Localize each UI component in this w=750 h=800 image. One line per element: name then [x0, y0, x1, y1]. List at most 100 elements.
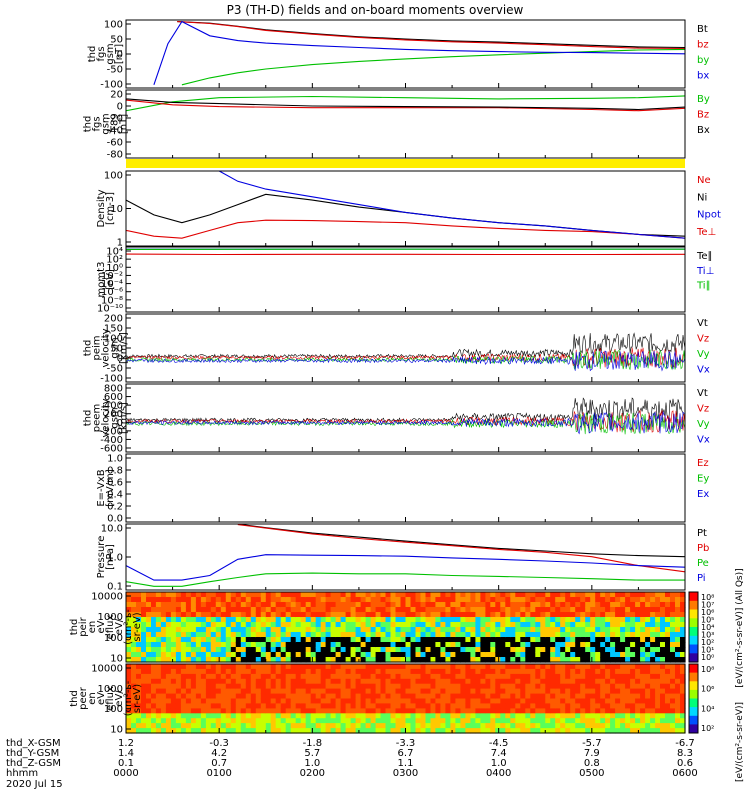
spectrogram-cell — [515, 627, 521, 633]
spectrogram-cell — [440, 678, 446, 685]
spectrogram-cell — [126, 597, 132, 603]
spectrogram-cell — [126, 612, 132, 618]
y-axis-label-line: [nT] — [119, 114, 130, 134]
spectrogram-cell — [485, 678, 491, 685]
spectrogram-cell — [555, 597, 561, 603]
spectrogram-cell — [535, 713, 541, 719]
spectrogram-cell — [360, 617, 367, 623]
spectrogram-cell — [260, 708, 267, 714]
spectrogram-cell — [390, 723, 397, 729]
spectrogram-cell — [665, 622, 671, 628]
spectrogram-cell — [365, 602, 372, 608]
spectrogram-cell — [265, 713, 272, 719]
spectrogram-cell — [465, 728, 471, 734]
spectrogram-cell — [540, 652, 546, 658]
spectrogram-cell — [215, 647, 222, 653]
spectrogram-cell — [380, 592, 387, 598]
legend-entry-Te∥: Te∥ — [696, 251, 713, 262]
spectrogram-cell — [255, 718, 262, 724]
spectrogram-cell — [525, 728, 531, 734]
spectrogram-cell — [500, 688, 506, 695]
spectrogram-cell — [620, 632, 626, 638]
spectrogram-cell — [400, 637, 407, 643]
spectrogram-cell — [460, 592, 466, 598]
spectrogram-cell — [260, 607, 267, 613]
spectrogram-cell — [660, 592, 666, 598]
spectrogram-cell — [280, 617, 287, 623]
spectrogram-cell — [380, 664, 387, 670]
spectrogram-cell — [450, 683, 456, 690]
spectrogram-cell — [310, 723, 317, 729]
spectrogram-cell — [310, 708, 317, 714]
spectrogram-cell — [600, 622, 606, 628]
spectrogram-cell — [225, 673, 232, 680]
spectrogram-cell — [430, 664, 437, 670]
spectrogram-cell — [560, 713, 566, 719]
y-tick-label: 0.4 — [107, 490, 123, 501]
spectrogram-cell — [635, 657, 641, 663]
spectrogram-cell — [170, 678, 177, 685]
spectrogram-cell — [355, 693, 362, 700]
spectrogram-cell — [515, 713, 521, 719]
spectrogram-cell — [470, 708, 476, 714]
y-tick-label: 10000 — [91, 664, 123, 675]
spectrogram-cell — [440, 652, 446, 658]
spectrogram-cell — [270, 673, 277, 680]
spectrogram-cell — [270, 713, 277, 719]
spectrogram-cell — [590, 642, 596, 648]
spectrogram-cell — [270, 592, 277, 598]
spectrogram-cell — [635, 637, 641, 643]
spectrogram-cell — [335, 678, 342, 685]
spectrogram-cell — [580, 698, 586, 704]
spectrogram-cell — [141, 683, 147, 690]
spectrogram-cell — [415, 637, 422, 643]
spectrogram-cell — [425, 632, 432, 638]
spectrogram-cell — [420, 617, 427, 623]
spectrogram-cell — [131, 668, 137, 675]
spectrogram-cell — [155, 592, 162, 598]
spectrogram-cell — [470, 723, 476, 729]
spectrogram-cell — [325, 592, 332, 598]
spectrogram-cell — [590, 637, 596, 643]
spectrogram-cell — [160, 637, 167, 643]
spectrogram-cell — [645, 617, 651, 623]
spectrogram-cell — [420, 652, 427, 658]
spectrogram-cell — [575, 617, 581, 623]
spectrogram-cell — [330, 713, 337, 719]
legend-entry-Bx: Bx — [697, 125, 710, 136]
y-tick-label: 100 — [104, 20, 123, 31]
legend-entry-Ni: Ni — [697, 192, 707, 203]
spectrogram-cell — [360, 627, 367, 633]
spectrogram-cell — [270, 602, 277, 608]
spectrogram-cell — [445, 607, 451, 613]
spectrogram-cell — [180, 607, 187, 613]
ephemeris-value: 1.1 — [398, 758, 414, 769]
spectrogram-cell — [655, 637, 661, 643]
spectrogram-cell — [615, 647, 621, 653]
spectrogram-cell — [525, 657, 531, 663]
spectrogram-cell — [160, 698, 167, 704]
spectrogram-cell — [305, 597, 312, 603]
spectrogram-cell — [530, 597, 536, 603]
spectrogram-cell — [490, 642, 496, 648]
spectrogram-cell — [565, 637, 571, 643]
y-tick-label: 10 — [110, 725, 123, 736]
spectrogram-cell — [605, 723, 611, 729]
spectrogram-cell — [270, 617, 277, 623]
spectrogram-cell — [290, 708, 297, 714]
spectrogram-cell — [620, 607, 626, 613]
spectrogram-cell — [330, 683, 337, 690]
spectrogram-cell — [250, 652, 257, 658]
spectrogram-cell — [155, 668, 162, 675]
spectrogram-cell — [175, 647, 182, 653]
spectrogram-cell — [525, 713, 531, 719]
spectrogram-cell — [640, 683, 646, 690]
spectrogram-cell — [550, 612, 556, 618]
spectrogram-cell — [430, 592, 437, 598]
spectrogram-cell — [620, 597, 626, 603]
spectrogram-cell — [280, 728, 287, 734]
spectrogram-cell — [395, 718, 402, 724]
spectrogram-cell — [540, 708, 546, 714]
spectrogram-cell — [605, 657, 611, 663]
spectrogram-cell — [480, 657, 486, 663]
